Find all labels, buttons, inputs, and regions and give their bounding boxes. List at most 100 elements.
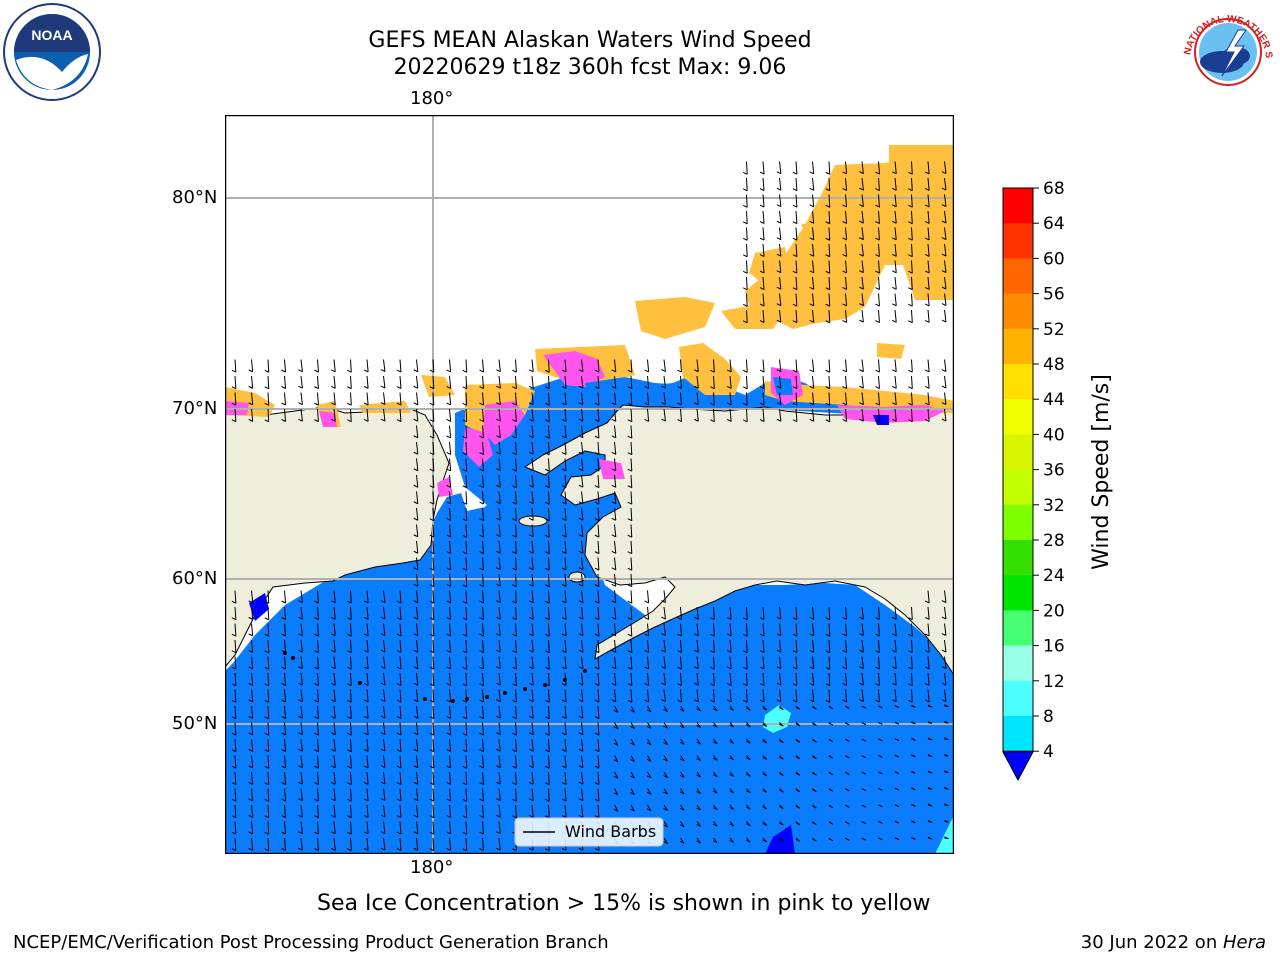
wind-barb [251,837,254,851]
wind-barb-flag [927,737,933,741]
wind-barb-flag [413,781,419,785]
wind-barb-flag [528,781,534,785]
wind-barb [597,359,600,373]
wind-barb [482,788,485,802]
wind-barb-flag [479,633,484,637]
wind-barb-flag [646,742,652,746]
wind-barb [878,656,880,670]
wind-barb [795,375,798,389]
wind-barb-flag [331,666,336,670]
wind-barb-flag [776,253,782,257]
wind-barb-flag [742,633,748,637]
wind-barb-flag [875,254,880,258]
wind-barb-flag [578,468,584,472]
wind-barb [927,309,930,323]
wind-barb-flag [561,617,567,620]
wind-barb-flag [479,831,484,835]
wind-barb-flag [281,419,286,422]
wind-barb-flag [677,683,682,687]
wind-barb-flag [729,790,734,794]
wind-barb-flag [792,303,798,307]
wind-barb-flag [281,666,286,670]
wind-barb [630,557,633,571]
wind-barb [333,738,336,752]
wind-barb [581,573,584,587]
wind-barb-flag [479,600,484,604]
wind-barb-flag [677,402,682,406]
wind-barb-flag [545,815,550,819]
wind-barb-flag [462,501,467,505]
wind-barb-flag [479,567,484,571]
wind-barb-flag [578,369,584,373]
wind-barb-flag [745,740,751,744]
wind-barb-flag [281,749,286,752]
wind-barb [878,161,880,175]
wind-barb [432,408,435,422]
wind-barb-flag [729,806,734,810]
wind-barb-flag [248,682,253,686]
wind-barb-flag [759,402,765,406]
wind-barb-flag [859,616,864,620]
wind-barb-flag [331,369,336,373]
wind-barb-flag [264,848,269,852]
wind-barb-flag [429,534,435,538]
wind-barb-flag [512,848,517,852]
wind-barb [416,755,419,768]
wind-barb [515,458,517,472]
wind-barb-flag [878,837,883,841]
wind-barb-flag [512,683,517,687]
wind-barb [894,375,897,389]
wind-barb [581,524,584,537]
wind-barb-flag [759,270,765,274]
wind-barb [383,755,386,768]
wind-barb [399,738,402,752]
wind-barb [927,408,930,422]
wind-barb-flag [941,171,947,175]
wind-barb-flag [314,765,319,769]
wind-barb [515,590,517,604]
wind-barb-flag [413,682,419,686]
wind-barb [267,408,270,422]
wind-barb [630,639,633,653]
wind-barb-flag [298,600,303,604]
wind-barb-flag [663,841,668,844]
wind-barb [779,260,782,273]
wind-barb [663,375,666,389]
wind-barb [300,804,303,818]
wind-barb [531,771,534,785]
wind-barb-flag [264,650,269,654]
wind-barb [729,375,732,389]
wind-barb [944,606,947,620]
wind-barb-flag [710,683,715,687]
wind-barb-flag [462,551,467,555]
wind-barb-flag [594,551,600,555]
wind-barb-flag [512,732,517,736]
wind-barb [515,524,517,538]
wind-barb-flag [726,402,732,406]
wind-barb [317,672,319,686]
wind-barb [515,689,517,703]
wind-barb-flag [861,771,867,775]
wind-barb [927,672,930,686]
wind-barb-flag [842,402,847,406]
wind-barb-flag [578,534,584,538]
wind-barb [614,804,619,812]
wind-barb [234,672,237,686]
wind-barb [861,639,864,653]
wind-barb-flag [496,468,501,472]
wind-barb [630,606,633,620]
wind-barb [416,705,419,719]
wind-barb-flag [927,720,933,724]
wind-barb-flag [859,319,864,323]
wind-barb [779,359,782,372]
wind-barb [531,540,534,554]
wind-barb-flag [528,847,534,851]
wind-barb-flag [413,402,419,406]
wind-barb [251,656,254,669]
wind-barb-flag [594,749,600,753]
wind-barb-flag [908,617,913,621]
wind-barb [251,771,254,785]
wind-barb [515,392,517,406]
wind-barb [548,672,550,686]
wind-barb [861,243,864,257]
